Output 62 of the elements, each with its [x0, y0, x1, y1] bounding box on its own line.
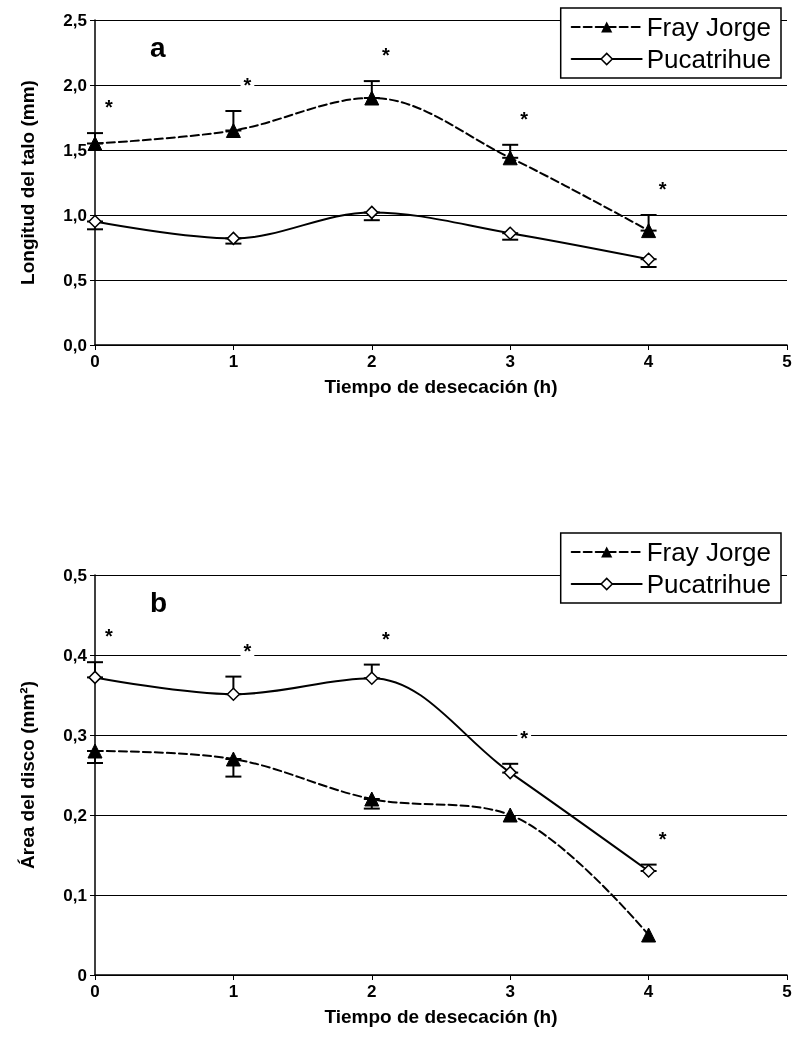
y-tick-label: 2,0	[63, 75, 87, 95]
point	[88, 670, 102, 685]
x-tick-label: 1	[228, 352, 239, 371]
y-tick-label: 0,2	[63, 805, 87, 825]
y-tick-label: 0,4	[63, 645, 88, 665]
y-tick-label: 2,5	[63, 10, 87, 30]
y-tick-label: 0,0	[63, 335, 87, 355]
x-tick-label: 5	[782, 352, 792, 371]
annotation: *	[520, 726, 529, 749]
y-axis-title: Longitud del talo (mm)	[17, 80, 38, 285]
point	[641, 927, 657, 943]
x-tick-label: 3	[505, 982, 515, 1001]
point	[641, 864, 656, 878]
annotation: *	[658, 178, 667, 200]
annotation: *	[243, 639, 252, 662]
x-tick-label: 0	[90, 982, 100, 1001]
point	[365, 671, 379, 685]
chart-title: b	[150, 586, 168, 618]
x-tick-label: 2	[367, 982, 377, 1001]
chart-title: a	[150, 31, 166, 63]
y-tick-label: 0,5	[63, 565, 87, 585]
point	[365, 205, 379, 220]
point	[641, 223, 657, 239]
y-axis-title: Área del disco (mm²)	[17, 681, 38, 869]
y-tick-label: 1,5	[63, 140, 87, 160]
x-tick-label: 3	[505, 352, 515, 371]
x-tick-label: 4	[643, 352, 654, 371]
x-tick-label: 0	[90, 352, 100, 371]
point	[502, 807, 518, 823]
x-tick-label: 1	[228, 982, 239, 1001]
point	[503, 765, 517, 780]
point	[364, 90, 380, 106]
x-axis-title: Tiempo de desecación (h)	[324, 1006, 558, 1027]
y-tick-label: 0,3	[63, 725, 87, 745]
point	[502, 150, 518, 166]
annotation: *	[243, 74, 252, 96]
point	[226, 231, 241, 246]
x-tick-label: 4	[643, 982, 654, 1001]
point	[87, 743, 103, 759]
legend-label: Pucatrihue	[646, 569, 772, 599]
point	[226, 687, 241, 701]
y-tick-label: 0,1	[63, 885, 87, 905]
y-tick-label: 1,0	[63, 205, 87, 225]
point	[225, 123, 241, 138]
annotation: *	[381, 627, 390, 650]
x-tick-label: 2	[367, 352, 377, 371]
x-axis-title: Tiempo de desecación (h)	[324, 376, 558, 397]
annotation: *	[105, 96, 114, 119]
legend-label: Pucatrihue	[646, 44, 772, 74]
annotation: *	[658, 827, 667, 850]
legend-label: Fray Jorge	[646, 537, 771, 567]
y-tick-label: 0	[77, 965, 87, 985]
annotation: *	[105, 625, 114, 648]
point	[87, 136, 103, 151]
point	[225, 751, 241, 767]
point	[503, 226, 517, 240]
annotation: *	[381, 44, 390, 67]
y-tick-label: 0,5	[63, 270, 87, 290]
point	[364, 791, 380, 807]
x-tick-label: 5	[782, 982, 792, 1001]
annotation: *	[520, 107, 529, 130]
legend-label: Fray Jorge	[646, 12, 771, 42]
